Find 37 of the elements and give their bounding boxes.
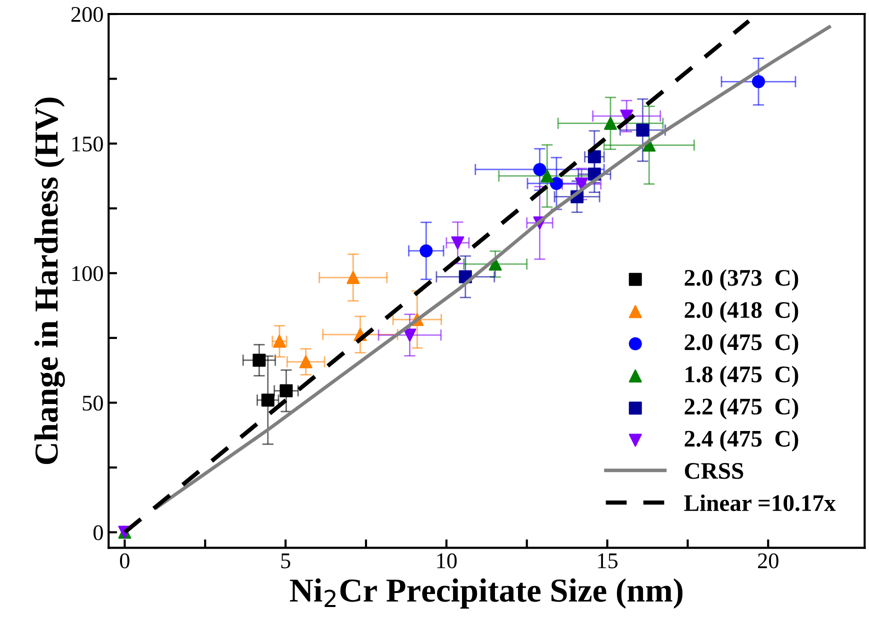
point <box>280 384 293 398</box>
point <box>636 124 650 137</box>
point <box>604 116 618 130</box>
y-tick-label: 0 <box>94 525 103 540</box>
point <box>533 162 546 176</box>
point <box>299 355 312 368</box>
legend-label: CRSS <box>684 463 744 479</box>
x-tick-label: 10 <box>437 553 457 568</box>
y-tick-label: 100 <box>72 266 103 282</box>
x-tick-label: 15 <box>598 553 618 568</box>
point <box>403 328 416 342</box>
y-axis-title: Change in Hardness (HV) <box>34 98 65 464</box>
point <box>252 354 266 367</box>
legend-label: 1.8 (475 C) <box>686 366 798 388</box>
point <box>752 75 765 88</box>
legend-label: 2.0 (373 C) <box>684 269 798 291</box>
x-axis-title: Ni$_{2}$Cr Precipitate Size (nm) <box>290 578 682 609</box>
point <box>451 236 464 250</box>
legend-label: 2.4 (475 C) <box>684 430 798 452</box>
x-tick-label: 20 <box>758 553 778 568</box>
legend-label: 2.0 (475 C) <box>684 334 798 355</box>
legend-label: Linear =10.17x <box>684 494 836 512</box>
legend-label: 2.0 (418 C) <box>684 301 798 323</box>
y-tick-label: 50 <box>82 396 103 411</box>
point <box>488 258 502 271</box>
point <box>420 244 433 258</box>
point <box>261 394 274 407</box>
point <box>550 176 563 190</box>
point <box>346 271 360 284</box>
y-tick-label: 200 <box>71 6 103 22</box>
point <box>588 150 601 164</box>
point <box>575 178 588 191</box>
x-tick-label: 0 <box>120 553 130 568</box>
point <box>540 169 554 182</box>
x-tick-label: 5 <box>281 554 290 568</box>
y-tick-label: 150 <box>72 136 103 152</box>
legend-label: 2.2 (475 C) <box>684 398 798 420</box>
